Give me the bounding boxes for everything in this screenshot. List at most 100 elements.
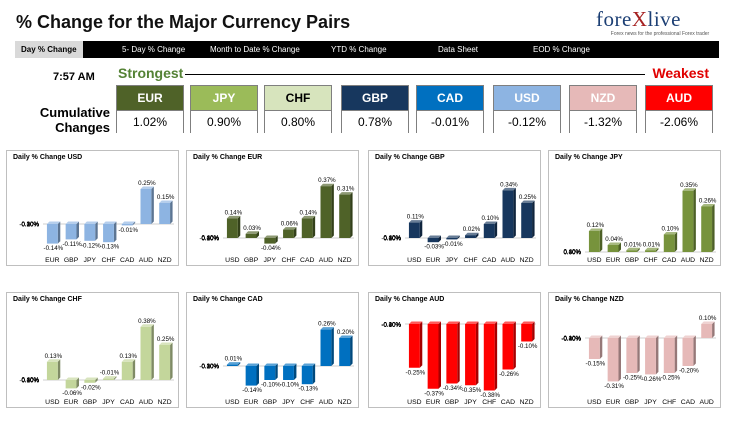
- bar-side: [275, 363, 278, 380]
- bar-top: [645, 247, 659, 251]
- bar-side: [331, 183, 334, 238]
- chart-title: Daily % Change JPY: [555, 154, 623, 161]
- bar-jpy: [446, 238, 458, 240]
- x-tick-label: EUR: [606, 257, 620, 264]
- currency-cumulative-change: -1.32%: [570, 110, 636, 133]
- cumulative-label-line-2: Changes: [55, 120, 110, 135]
- bar-side: [151, 186, 154, 224]
- data-label: 0.25%: [157, 336, 175, 343]
- page-title: % Change for the Major Currency Pairs: [16, 12, 351, 32]
- y-tick-label: -0.30%: [381, 322, 401, 329]
- currency-name: EUR: [117, 86, 183, 110]
- chart-panel-3: 0.40% 0.30% 0.20% 0.10% 0.00% 0.12% USD 0.04% EU…: [548, 150, 721, 266]
- x-tick-label: CHF: [300, 399, 314, 406]
- chart-svg: 0.40%0.30%0.20%0.10%0.00%-0.10%0.11%USD-…: [381, 181, 537, 264]
- x-tick-label: CHF: [482, 399, 496, 406]
- y-tick-label: 0.40%: [21, 377, 39, 384]
- bar-eur: [427, 324, 439, 389]
- data-label: 0.12%: [587, 222, 605, 229]
- bar-top: [226, 362, 241, 365]
- bar-jpy: [103, 378, 114, 380]
- forexlive-logo[interactable]: foreXlive Forex news for the professiona…: [596, 7, 724, 43]
- bar-side: [256, 363, 259, 386]
- currency-box-chf: CHF 0.80%: [264, 85, 332, 133]
- data-label: -0.11%: [62, 241, 82, 248]
- bar-side: [475, 232, 479, 238]
- bar-top: [701, 204, 715, 207]
- data-label: 0.03%: [243, 225, 261, 232]
- currency-box-jpy: JPY 0.90%: [190, 85, 258, 133]
- y-tick-label: -0.10%: [381, 321, 401, 328]
- bar-usd: [588, 231, 600, 252]
- data-label: 0.06%: [281, 221, 299, 228]
- tab-day-change[interactable]: Day % Change: [15, 41, 83, 58]
- x-tick-label: GBP: [445, 399, 460, 406]
- x-tick-label: USD: [587, 257, 601, 264]
- currency-name: CAD: [417, 86, 483, 110]
- logo-wordmark: foreXlive: [596, 7, 724, 32]
- data-label: 0.25%: [519, 194, 537, 201]
- bar-top: [483, 321, 498, 324]
- bar-top: [140, 324, 154, 327]
- data-label: -0.25%: [660, 375, 680, 382]
- bar-jpy: [84, 224, 96, 241]
- bar-top: [121, 221, 136, 224]
- bar-top: [682, 335, 696, 338]
- bar-side: [76, 221, 79, 240]
- data-label: -0.13%: [298, 386, 318, 393]
- tab-month-to-date-change[interactable]: Month to Date % Change: [210, 45, 300, 54]
- data-label: -0.14%: [242, 387, 262, 394]
- y-tick-label: 0.00%: [563, 249, 581, 256]
- y-tick-label: -0.10%: [19, 221, 39, 228]
- bar-side: [331, 327, 334, 366]
- x-tick-label: USD: [407, 399, 421, 406]
- data-label: 0.34%: [500, 181, 518, 188]
- data-label: 0.02%: [463, 226, 481, 233]
- bar-top: [701, 321, 715, 324]
- y-tick-label: 0.20%: [383, 235, 401, 242]
- x-tick-label: USD: [45, 399, 59, 406]
- x-tick-label: CHF: [102, 257, 116, 264]
- chart-title: Daily % Change EUR: [193, 154, 263, 161]
- tab-eod-change[interactable]: EOD % Change: [533, 45, 590, 54]
- data-label: 0.25%: [138, 180, 156, 187]
- bar-chf: [645, 250, 656, 252]
- currency-box-eur: EUR 1.02%: [116, 85, 184, 133]
- bar-eur: [65, 380, 77, 389]
- bar-side: [618, 335, 621, 382]
- x-tick-label: CAD: [120, 399, 134, 406]
- currency-name: NZD: [570, 86, 636, 110]
- bar-chf: [301, 366, 313, 385]
- x-tick-label: CAD: [662, 257, 676, 264]
- bar-side: [599, 228, 603, 252]
- y-tick-label: -0.20%: [19, 222, 39, 229]
- chart-title: Daily % Change USD: [13, 154, 83, 161]
- bar-gbp: [84, 380, 96, 383]
- tab-5-day-change[interactable]: 5- Day % Change: [122, 45, 186, 54]
- y-tick-label: 0.30%: [383, 235, 401, 242]
- chart-panel-6: 0.00% -0.10% -0.20% -0.30% -0.40% -0.25% USD -0…: [368, 292, 541, 408]
- tab-data-sheet[interactable]: Data Sheet: [438, 45, 479, 54]
- data-label: 0.35%: [680, 182, 698, 189]
- bar-top: [607, 242, 621, 245]
- tab-ytd-change[interactable]: YTD % Change: [331, 45, 387, 54]
- currency-box-cad: CAD -0.01%: [416, 85, 484, 133]
- y-tick-label: 0.20%: [21, 377, 39, 384]
- y-tick-label: 0.00%: [383, 235, 401, 242]
- y-tick-label: -0.40%: [381, 322, 401, 329]
- bar-side: [57, 359, 61, 380]
- bar-usd: [408, 222, 420, 238]
- logo-part-1: fore: [596, 7, 632, 31]
- chart-svg: 0.30%0.20%0.10%0.00%-0.10%-0.20%0.01%USD…: [199, 321, 355, 406]
- currency-cumulative-change: 0.90%: [191, 110, 257, 133]
- x-tick-label: CAD: [300, 257, 314, 264]
- bar-side: [475, 321, 479, 386]
- bar-cad: [663, 234, 675, 252]
- data-label: 0.01%: [225, 356, 243, 363]
- bar-side: [532, 200, 535, 238]
- bar-top: [159, 342, 173, 345]
- bar-aud: [701, 324, 713, 338]
- data-label: -0.01%: [118, 227, 138, 234]
- bar-cad: [301, 218, 313, 238]
